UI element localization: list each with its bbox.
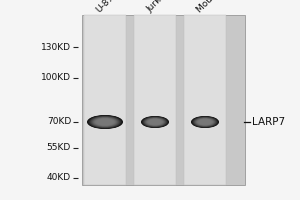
Ellipse shape: [144, 117, 166, 127]
Bar: [82, 15, 245, 185]
Ellipse shape: [94, 118, 116, 126]
Ellipse shape: [88, 116, 122, 128]
Ellipse shape: [191, 116, 219, 128]
Ellipse shape: [90, 116, 120, 128]
Text: Mouse testis: Mouse testis: [195, 0, 241, 14]
Ellipse shape: [143, 117, 167, 127]
Ellipse shape: [192, 116, 218, 128]
Ellipse shape: [147, 119, 163, 125]
Ellipse shape: [146, 118, 164, 126]
Ellipse shape: [146, 118, 164, 126]
Ellipse shape: [88, 115, 122, 129]
Ellipse shape: [195, 118, 215, 126]
Ellipse shape: [191, 116, 219, 128]
Ellipse shape: [94, 118, 116, 126]
Text: 55KD: 55KD: [47, 144, 71, 152]
Ellipse shape: [148, 119, 162, 125]
Ellipse shape: [143, 117, 167, 127]
Ellipse shape: [87, 115, 123, 129]
Ellipse shape: [92, 117, 118, 127]
Ellipse shape: [96, 118, 114, 126]
Text: U-87MG: U-87MG: [94, 0, 127, 14]
Ellipse shape: [145, 118, 165, 126]
Ellipse shape: [193, 117, 217, 127]
Ellipse shape: [141, 116, 169, 128]
Ellipse shape: [95, 118, 115, 126]
Ellipse shape: [146, 118, 164, 126]
Ellipse shape: [195, 118, 215, 126]
Ellipse shape: [88, 115, 122, 129]
Ellipse shape: [90, 116, 120, 128]
Bar: [184, 15, 226, 185]
Ellipse shape: [89, 116, 121, 128]
Text: 70KD: 70KD: [47, 117, 71, 127]
Text: 40KD: 40KD: [47, 173, 71, 182]
Ellipse shape: [145, 118, 165, 126]
Ellipse shape: [196, 118, 214, 126]
Bar: [84, 15, 126, 185]
Ellipse shape: [194, 117, 216, 127]
Ellipse shape: [94, 118, 116, 126]
Ellipse shape: [141, 116, 169, 128]
Ellipse shape: [93, 117, 117, 127]
Ellipse shape: [142, 116, 168, 128]
Text: LARP7: LARP7: [252, 117, 285, 127]
Ellipse shape: [197, 119, 213, 125]
Text: 130KD: 130KD: [41, 43, 71, 51]
Ellipse shape: [92, 117, 118, 127]
Ellipse shape: [192, 117, 218, 127]
Ellipse shape: [91, 116, 119, 128]
Ellipse shape: [194, 117, 216, 127]
Text: 100KD: 100KD: [41, 73, 71, 82]
Ellipse shape: [143, 117, 167, 127]
Ellipse shape: [196, 118, 214, 126]
Ellipse shape: [194, 117, 217, 127]
Text: Jurkat: Jurkat: [145, 0, 169, 14]
Ellipse shape: [197, 119, 213, 125]
Ellipse shape: [91, 117, 119, 127]
Ellipse shape: [142, 117, 168, 127]
Ellipse shape: [144, 117, 166, 127]
Bar: [134, 15, 176, 185]
Ellipse shape: [196, 118, 214, 126]
Ellipse shape: [147, 119, 163, 125]
Ellipse shape: [198, 119, 212, 125]
Ellipse shape: [193, 117, 217, 127]
